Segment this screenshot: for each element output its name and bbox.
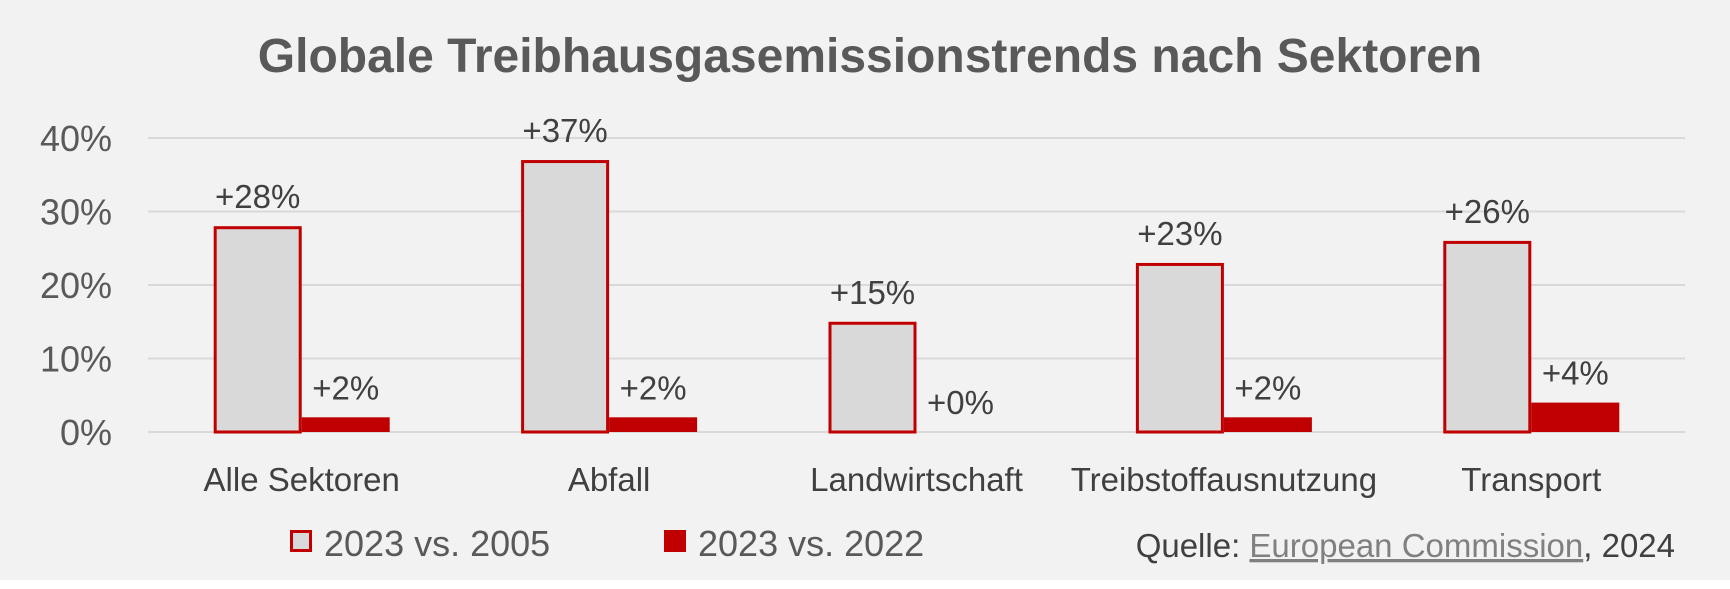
legend-swatch xyxy=(664,530,686,552)
y-tick-label: 20% xyxy=(40,265,112,306)
y-tick-label: 0% xyxy=(60,412,112,453)
legend: 2023 vs. 2005 2023 vs. 2022 xyxy=(290,523,924,564)
bar xyxy=(1135,262,1224,434)
y-tick-label: 10% xyxy=(40,339,112,380)
x-tick-label: Landwirtschaft xyxy=(810,461,1023,498)
data-label: +0% xyxy=(927,384,994,421)
gridlines xyxy=(148,137,1685,433)
legend-swatch xyxy=(290,530,312,552)
bar xyxy=(1443,240,1532,434)
data-label: +2% xyxy=(1234,369,1301,406)
x-axis-ticks: Alle Sektoren Abfall Landwirtschaft Treibst… xyxy=(204,461,1602,498)
bar xyxy=(828,321,917,434)
bar xyxy=(609,417,698,432)
data-label: +23% xyxy=(1137,215,1222,252)
bar xyxy=(1531,402,1620,432)
bar xyxy=(1223,417,1312,432)
x-tick-label: Abfall xyxy=(568,461,651,498)
bar xyxy=(521,160,610,434)
data-label: +28% xyxy=(215,178,300,215)
legend-label: 2023 vs. 2022 xyxy=(698,523,924,564)
y-tick-label: 30% xyxy=(40,192,112,233)
legend-label: 2023 vs. 2005 xyxy=(324,523,550,564)
chart-title: Globale Treibhausgasemissionstrends nach… xyxy=(258,30,1482,83)
data-label: +4% xyxy=(1542,355,1609,392)
source-note: Quelle: European Commission, 2024 xyxy=(1136,527,1675,564)
data-label: +26% xyxy=(1445,193,1530,230)
source-prefix: Quelle: xyxy=(1136,527,1250,564)
bar xyxy=(301,417,390,432)
source-link[interactable]: European Commission xyxy=(1249,527,1583,564)
data-label: +37% xyxy=(522,112,607,149)
y-tick-label: 40% xyxy=(40,118,112,159)
bar xyxy=(213,226,302,434)
data-labels: +28% +2% +37% +2% +15% +0% +23% +2% +26% +4% xyxy=(215,112,1609,421)
x-tick-label: Transport xyxy=(1461,461,1601,498)
bars xyxy=(213,160,1620,434)
x-tick-label: Treibstoffausnutzung xyxy=(1071,461,1377,498)
x-tick-label: Alle Sektoren xyxy=(204,461,400,498)
data-label: +15% xyxy=(830,274,915,311)
source-suffix: , 2024 xyxy=(1583,527,1675,564)
data-label: +2% xyxy=(620,369,687,406)
data-label: +2% xyxy=(312,369,379,406)
y-axis-ticks: 0% 10% 20% 30% 40% xyxy=(40,118,112,453)
